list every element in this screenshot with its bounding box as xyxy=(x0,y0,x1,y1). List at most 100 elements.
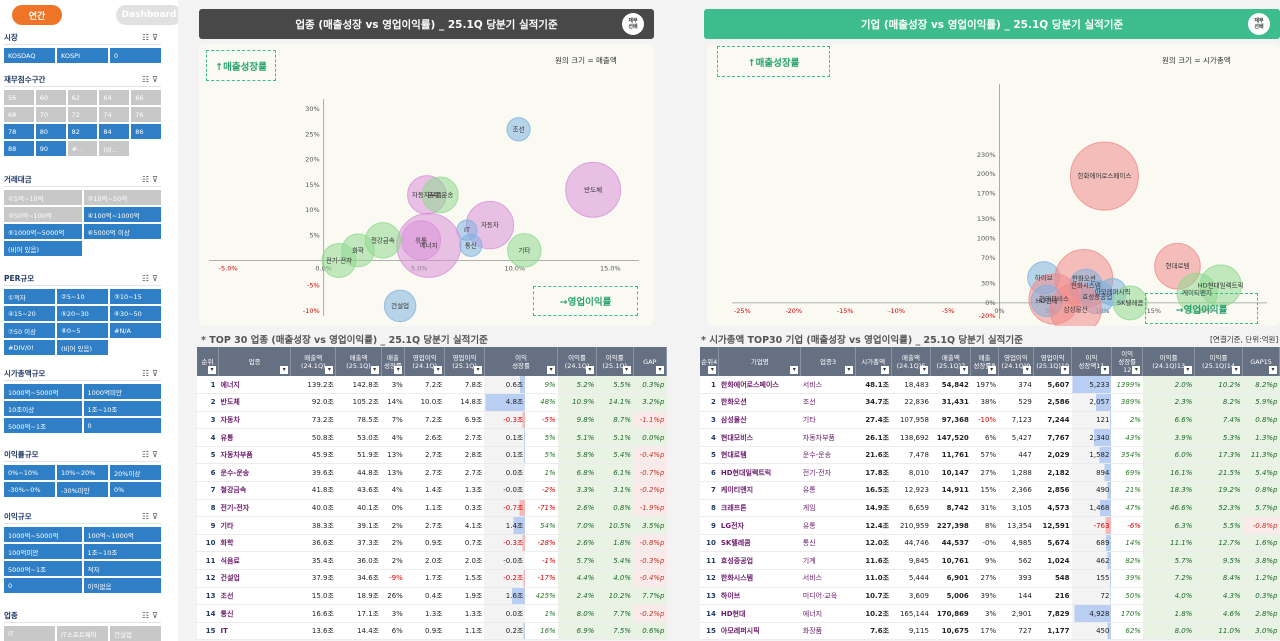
clear-filter-icon[interactable]: ☷⊽ xyxy=(141,450,161,459)
filter-chip[interactable]: ⑥30~50 xyxy=(110,306,161,321)
table-row[interactable]: 13 조선 15.0조 18.9조 26% 0.4조 1.9조 1.6조 425% 2.4% 10.… xyxy=(197,587,667,606)
table-row[interactable]: 6 HD현대일렉트릭 전기-전자 17.8조 8,010 10,147 27% 1,288 2,… xyxy=(700,463,1280,483)
filter-chip[interactable]: -30%~0% xyxy=(4,482,55,497)
bubble[interactable] xyxy=(459,233,483,257)
filter-dropdown-icon[interactable]: ▾ xyxy=(547,366,556,374)
filter-chip[interactable]: (비... xyxy=(99,141,130,156)
filter-chip[interactable]: 64 xyxy=(99,90,130,105)
filter-chip[interactable]: 5000억~1조 xyxy=(4,561,82,576)
column-header[interactable]: 업종3 ▾ xyxy=(800,347,856,376)
filter-dropdown-icon[interactable]: ▾ xyxy=(987,366,996,374)
filter-chip[interactable]: 0% xyxy=(110,482,161,497)
filter-chip[interactable]: IT xyxy=(4,626,55,641)
filter-chip[interactable]: 78 xyxy=(4,124,34,139)
filter-dropdown-icon[interactable]: ▾ xyxy=(656,366,664,374)
filter-chip[interactable]: 84 xyxy=(99,124,130,139)
tab-yearly[interactable]: 연간 xyxy=(12,5,62,25)
table-row[interactable]: 3 삼성물산 기타 27.4조 107,958 97,368 -10% 7,123 7,244 1… xyxy=(700,411,1280,430)
filter-dropdown-icon[interactable]: ▾ xyxy=(920,366,929,374)
column-header[interactable]: 영업이익 (25.1Q) ▾ xyxy=(444,347,485,376)
bubble[interactable] xyxy=(565,161,622,218)
filter-dropdown-icon[interactable]: ▾ xyxy=(370,366,379,374)
filter-dropdown-icon[interactable]: ▾ xyxy=(325,366,334,374)
filter-dropdown-icon[interactable]: ▾ xyxy=(394,366,403,374)
filter-chip[interactable]: 0 xyxy=(83,418,161,433)
filter-chip[interactable]: 1000억~5000억 xyxy=(4,527,82,542)
filter-dropdown-icon[interactable]: ▾ xyxy=(1269,366,1277,374)
table-row[interactable]: 15 아모레퍼시픽 화장품 7.6조 9,115 10,675 17% 727 1,177 450… xyxy=(700,622,1280,641)
filter-chip[interactable]: 10%~20% xyxy=(57,465,108,480)
column-header[interactable]: 매출 성장률 ▾ xyxy=(381,347,406,376)
filter-chip[interactable]: ①적자 xyxy=(4,289,55,304)
filter-chip[interactable]: 76 xyxy=(131,107,161,122)
column-header[interactable]: 영업이익 (25.1Q)10 ▾ xyxy=(1033,347,1073,376)
filter-chip[interactable]: ①5억~10억 xyxy=(4,190,82,205)
filter-chip[interactable]: KOSDAQ xyxy=(4,48,55,63)
filter-chip[interactable]: 66 xyxy=(131,90,161,105)
filter-chip[interactable]: 건설업 xyxy=(110,626,161,641)
filter-dropdown-icon[interactable]: ▾ xyxy=(622,366,631,374)
bubble[interactable] xyxy=(507,233,542,268)
clear-filter-icon[interactable]: ☷⊽ xyxy=(141,274,161,283)
filter-dropdown-icon[interactable]: ▾ xyxy=(208,366,217,374)
filter-dropdown-icon[interactable]: ▾ xyxy=(790,366,799,374)
filter-dropdown-icon[interactable]: ▾ xyxy=(473,366,482,374)
filter-dropdown-icon[interactable]: ▾ xyxy=(960,366,969,374)
column-header[interactable]: 이익률 (24.1Q)13 ▾ xyxy=(1142,347,1195,376)
table-row[interactable]: 13 하이브 미디어·교육 10.7조 3,609 5,006 39% 144 216 72 50%… xyxy=(700,587,1280,606)
table-row[interactable]: 10 SK텔레콤 통신 12.0조 44,746 44,537 -0% 4,985 5,674 6… xyxy=(700,534,1280,553)
column-header[interactable]: 순위4 ▾ xyxy=(700,347,720,376)
filter-chip[interactable]: ③10~15 xyxy=(110,289,161,304)
filter-dropdown-icon[interactable]: ▾ xyxy=(434,366,443,374)
column-header[interactable]: 매출액 (25.1Q)7 ▾ xyxy=(930,347,972,376)
filter-chip[interactable]: 86 xyxy=(131,124,161,139)
table-row[interactable]: 8 전기-전자 40.0조 40.1조 0% 1.1조 0.3조 -0.7조 -71% 2.6% 0… xyxy=(197,499,667,518)
filter-chip[interactable]: ③50억~100억 xyxy=(4,207,82,222)
bubble[interactable] xyxy=(421,176,459,214)
filter-dropdown-icon[interactable]: ▾ xyxy=(880,366,889,374)
column-header[interactable]: GAP15 ▾ xyxy=(1242,347,1280,376)
filter-chip[interactable]: 80 xyxy=(35,124,66,139)
filter-dropdown-icon[interactable]: ▾ xyxy=(1100,366,1109,374)
column-header[interactable]: 이익 성장률 12 ▾ xyxy=(1111,347,1144,376)
column-header[interactable]: 이익률 (25.1Q)14 ▾ xyxy=(1194,347,1244,376)
filter-chip[interactable]: 100억미만 xyxy=(4,544,82,559)
filter-chip[interactable]: ⑤1000억~5000억 xyxy=(4,224,82,239)
column-header[interactable]: 이익률 (25.1Q) ▾ xyxy=(596,347,634,376)
filter-dropdown-icon[interactable]: ▾ xyxy=(708,366,717,374)
clear-filter-icon[interactable]: ☷⊽ xyxy=(141,512,161,521)
table-row[interactable]: 10 화학 36.6조 37.3조 2% 0.9조 0.7조 -0.3조 -28% 2.6% 1.8… xyxy=(197,534,667,553)
filter-chip[interactable]: ④100억~1000억 xyxy=(83,207,161,222)
column-header[interactable]: 업종 ▾ xyxy=(218,347,292,376)
column-header[interactable]: 이익 성장률 ▾ xyxy=(484,347,559,376)
table-row[interactable]: 6 운수-운송 39.6조 44.8조 13% 2.7조 2.7조 0.0조 1% 6.8% 6.1… xyxy=(197,463,667,483)
filter-chip[interactable]: 70 xyxy=(35,107,66,122)
filter-chip[interactable]: 82 xyxy=(67,124,98,139)
column-header[interactable]: 기업명 ▾ xyxy=(718,347,802,376)
filter-chip[interactable]: 이익없음 xyxy=(83,578,161,593)
filter-chip[interactable]: 10조이상 xyxy=(4,401,82,416)
filter-chip[interactable]: 적자 xyxy=(83,561,161,576)
table-row[interactable]: 7 케이티앤지 유통 16.5조 12,923 14,911 15% 2,366 2,856 49… xyxy=(700,481,1280,500)
filter-dropdown-icon[interactable]: ▾ xyxy=(585,366,594,374)
filter-chip[interactable]: 68 xyxy=(4,107,34,122)
table-row[interactable]: 11 식음료 35.4조 36.0조 2% 2.0조 2.0조 -0.0조 -1% 5.7% 5.4… xyxy=(197,551,667,571)
table-row[interactable]: 8 크래프톤 게임 14.9조 6,659 8,742 31% 3,105 4,573 1,468… xyxy=(700,499,1280,518)
filter-chip[interactable]: 90 xyxy=(35,141,66,156)
column-header[interactable]: 이익률 (24.1Q) ▾ xyxy=(557,347,597,376)
filter-chip[interactable]: 1조~10조 xyxy=(83,544,161,559)
filter-dropdown-icon[interactable]: ▾ xyxy=(1023,366,1032,374)
filter-dropdown-icon[interactable]: ▾ xyxy=(1132,366,1141,374)
table-row[interactable]: 9 기타 38.3조 39.1조 2% 2.7조 4.1조 1.4조 54% 7.0% 10.5% 3… xyxy=(197,516,667,535)
table-row[interactable]: 15 IT 13.6조 14.4조 6% 0.9조 1.1조 0.2조 16% 6.9% 7.5% 0… xyxy=(197,622,667,641)
clear-filter-icon[interactable]: ☷⊽ xyxy=(141,75,161,84)
table-row[interactable]: 1 에너지 139.2조 142.8조 3% 7.2조 7.8조 0.6조 9% 5.2% 5.5%… xyxy=(197,376,667,395)
filter-chip[interactable]: 88 xyxy=(4,141,34,156)
tab-dashboard[interactable]: Dashboard xyxy=(116,5,178,25)
table-row[interactable]: 4 유통 50.8조 53.0조 4% 2.6조 2.7조 0.1조 5% 5.1% 5.1% 0.0… xyxy=(197,428,667,447)
filter-chip[interactable]: 74 xyxy=(99,107,130,122)
filter-chip[interactable]: #N/A xyxy=(110,323,161,338)
filter-chip[interactable]: 72 xyxy=(67,107,98,122)
table-row[interactable]: 14 통신 16.6조 17.1조 3% 1.3조 1.3조 0.0조 1% 8.0% 7.7% -0… xyxy=(197,604,667,623)
table-row[interactable]: 1 한화에어로스페이스 서비스 48.1조 18,483 54,842 197% 374 5,6… xyxy=(700,376,1280,395)
